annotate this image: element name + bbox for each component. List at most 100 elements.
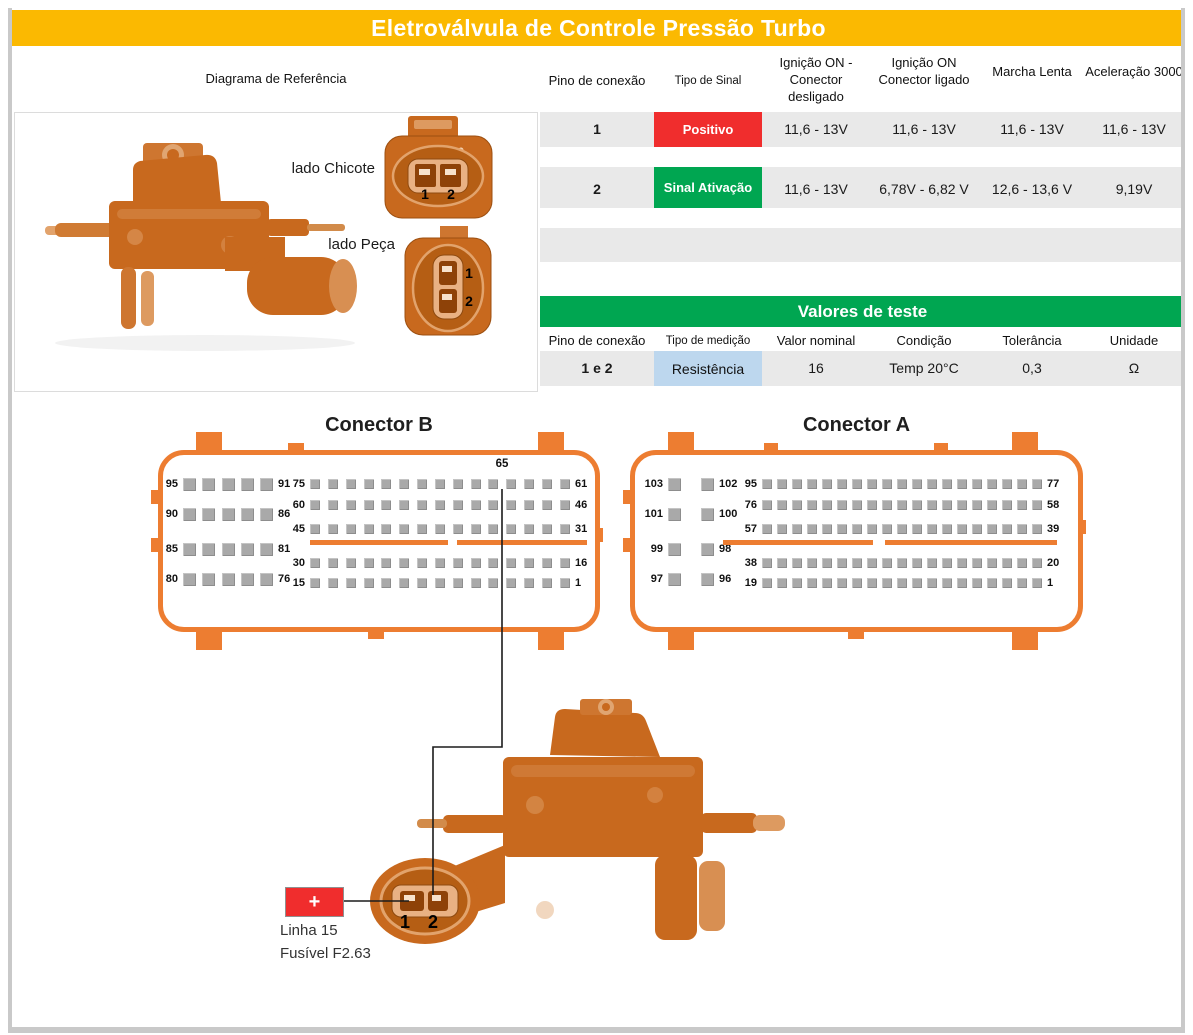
pin-strip xyxy=(762,524,1042,534)
connector-pin xyxy=(882,500,892,510)
connector-pin xyxy=(381,500,392,510)
connector-pin xyxy=(399,524,410,534)
connector-pin xyxy=(972,500,982,510)
connector-pin xyxy=(942,558,952,568)
connector-pin xyxy=(488,479,499,489)
connector-pin xyxy=(559,500,570,510)
connector-pin xyxy=(852,500,862,510)
connector-b-title: Conector B xyxy=(325,414,433,436)
pin-65-callout: 65 xyxy=(495,458,509,470)
part-side-connector-graphic xyxy=(404,226,492,336)
connector-pin xyxy=(470,479,481,489)
connector-pin xyxy=(852,578,862,588)
pin-label: 58 xyxy=(1047,499,1060,511)
connector-pin xyxy=(488,524,499,534)
connector-pin xyxy=(1032,524,1042,534)
test-header-pin: Pino de conexão xyxy=(548,333,646,348)
connector-pin xyxy=(897,524,907,534)
connector-pin xyxy=(470,500,481,510)
connector-pin xyxy=(240,542,254,556)
connector-pin xyxy=(762,500,772,510)
pin-label: 102 xyxy=(719,478,738,490)
connector-pin xyxy=(488,500,499,510)
connector-pin xyxy=(822,500,832,510)
connector-pin xyxy=(399,500,410,510)
pin-label: 81 xyxy=(278,543,291,555)
signal-row-2-pin: 2 xyxy=(593,181,601,197)
connector-pin xyxy=(792,578,802,588)
connector-pin xyxy=(807,479,817,489)
connector-pin xyxy=(912,479,922,489)
connector-pin xyxy=(327,524,338,534)
connector-pin xyxy=(668,572,681,586)
connector-pin xyxy=(363,558,374,568)
connector-pin xyxy=(987,479,997,489)
signal-row-2-value-4: 9,19V xyxy=(1115,181,1153,197)
connector-pin xyxy=(417,524,428,534)
connector-pin xyxy=(792,500,802,510)
connector-pin xyxy=(327,500,338,510)
test-row-condition: Temp 20°C xyxy=(889,360,959,376)
connector-a-pin-row: 99 98 xyxy=(629,541,731,557)
pin-label: 90 xyxy=(165,508,178,520)
pin-label: 19 xyxy=(744,577,757,589)
connector-pin xyxy=(1017,524,1027,534)
connector-pin xyxy=(541,479,552,489)
pin-strip xyxy=(668,507,714,521)
signal-row-1-pin: 1 xyxy=(593,121,601,137)
connector-pin xyxy=(434,558,445,568)
connector-pin xyxy=(506,524,517,534)
connector-pin xyxy=(381,578,392,588)
connector-pin xyxy=(957,524,967,534)
part-pin-1-label: 1 xyxy=(465,265,473,281)
signal-row-1-value-1: 11,6 - 13V xyxy=(784,121,848,137)
connector-pin xyxy=(434,479,445,489)
test-row-nominal: 16 xyxy=(808,360,824,376)
connector-pin xyxy=(417,558,428,568)
signal-row-2-value-2: 6,78V - 6,82 V xyxy=(879,181,969,197)
pin-label: 20 xyxy=(1047,557,1060,569)
pin-strip xyxy=(310,479,570,489)
harness-side-label: lado Chicote xyxy=(291,160,375,177)
activation-signal-badge: Sinal Ativação xyxy=(654,167,762,208)
resistance-badge: Resistência xyxy=(654,351,762,386)
pin-label: 75 xyxy=(292,478,305,490)
solenoid-valve-wiring-photo xyxy=(370,699,785,944)
connector-b-pin-row: 30 16 xyxy=(271,556,588,570)
pin-strip xyxy=(762,500,1042,510)
connector-pin xyxy=(541,524,552,534)
signal-row-1-band xyxy=(540,112,1185,147)
signal-row-2-band xyxy=(540,167,1185,208)
connector-pin xyxy=(762,524,772,534)
connector-pin xyxy=(399,479,410,489)
connector-pin xyxy=(927,479,937,489)
connector-pin xyxy=(434,524,445,534)
connector-pin xyxy=(240,572,254,586)
connector-a-pin-row: 38 20 xyxy=(723,556,1060,570)
connector-pin xyxy=(912,524,922,534)
connector-pin xyxy=(310,479,320,489)
connector-pin xyxy=(541,578,552,588)
pin-label: 98 xyxy=(719,543,732,555)
connector-pin xyxy=(345,500,356,510)
pin-label: 16 xyxy=(575,557,588,569)
connector-pin xyxy=(524,578,535,588)
pin-strip xyxy=(310,558,570,568)
connector-pin xyxy=(972,578,982,588)
valve-pin-1-label: 1 xyxy=(399,912,410,932)
connector-b-divider-bar xyxy=(310,540,448,545)
connector-pin xyxy=(777,524,787,534)
connector-pin xyxy=(927,524,937,534)
connector-pin xyxy=(488,578,499,588)
connector-pin xyxy=(452,524,463,534)
part-pin-2-label: 2 xyxy=(465,293,473,309)
connector-pin xyxy=(957,578,967,588)
connector-b-pin-row: 85 81 xyxy=(144,541,290,557)
connector-pin xyxy=(957,500,967,510)
connector-pin xyxy=(777,558,787,568)
connector-pin xyxy=(972,558,982,568)
page-frame-left xyxy=(8,8,12,1033)
pin-label: 30 xyxy=(292,557,305,569)
connector-pin xyxy=(837,578,847,588)
pin-label: 95 xyxy=(744,478,757,490)
